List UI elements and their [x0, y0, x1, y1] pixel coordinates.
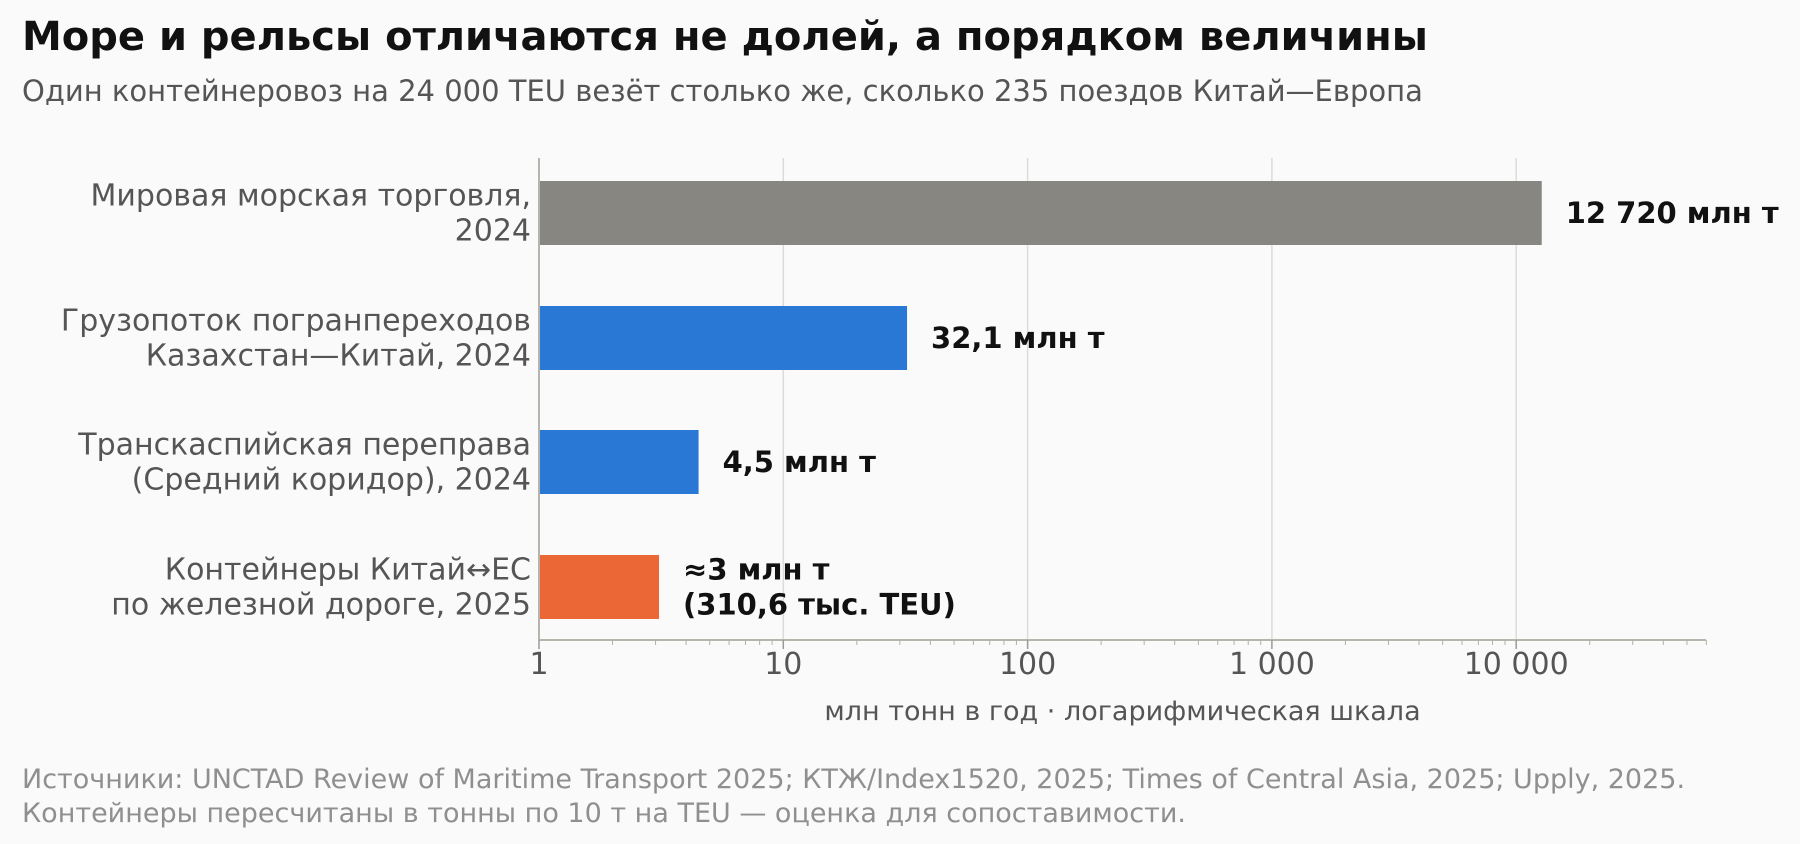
x-tick-label: 100	[999, 647, 1056, 682]
value-label: 32,1 млн т	[931, 321, 1105, 355]
chart-subtitle: Один контейнеровоз на 24 000 TEU везёт с…	[22, 74, 1423, 108]
bars	[539, 181, 1542, 619]
category-label: Транскаспийская переправа (Средний коридо…	[77, 428, 531, 498]
x-axis: 1 10 100 1 000 10 000 млн тонн в год · логари…	[529, 158, 1707, 727]
chart-title: Море и рельсы отличаются не долей, а пор…	[22, 14, 1428, 60]
category-label: Мировая морская торговля, 2024	[91, 179, 531, 249]
value-label: 12 720 млн т	[1566, 196, 1779, 230]
x-axis-label: млн тонн в год · логарифмическая шкала	[824, 696, 1420, 727]
source-note-line1: Источники: UNCTAD Review of Maritime Tra…	[22, 764, 1686, 795]
x-tick-label: 1 000	[1229, 647, 1315, 682]
x-tick-label: 1	[529, 647, 548, 682]
source-note: Источники: UNCTAD Review of Maritime Tra…	[22, 763, 1800, 831]
bar	[539, 555, 660, 619]
x-tick-label: 10	[764, 647, 802, 682]
labels: Мировая морская торговля, 2024 Грузопоток …	[61, 179, 1779, 623]
bar	[539, 430, 699, 494]
bar	[539, 181, 1542, 245]
bar	[539, 306, 908, 370]
value-label: 4,5 млн т	[723, 445, 877, 479]
source-note-line2: Контейнеры пересчитаны в тонны по 10 т н…	[22, 798, 1186, 829]
bar-chart: 1 10 100 1 000 10 000 млн тонн в год · логари…	[61, 158, 1779, 727]
value-label: ≈3 млн т (310,6 тыс. TEU)	[683, 553, 956, 622]
x-tick-label: 10 000	[1464, 647, 1569, 682]
category-label: Контейнеры Китай↔ЕС по железной дороге, 2…	[111, 553, 531, 623]
category-label: Грузопоток погранпереходов Казахстан—Кита…	[61, 304, 531, 374]
